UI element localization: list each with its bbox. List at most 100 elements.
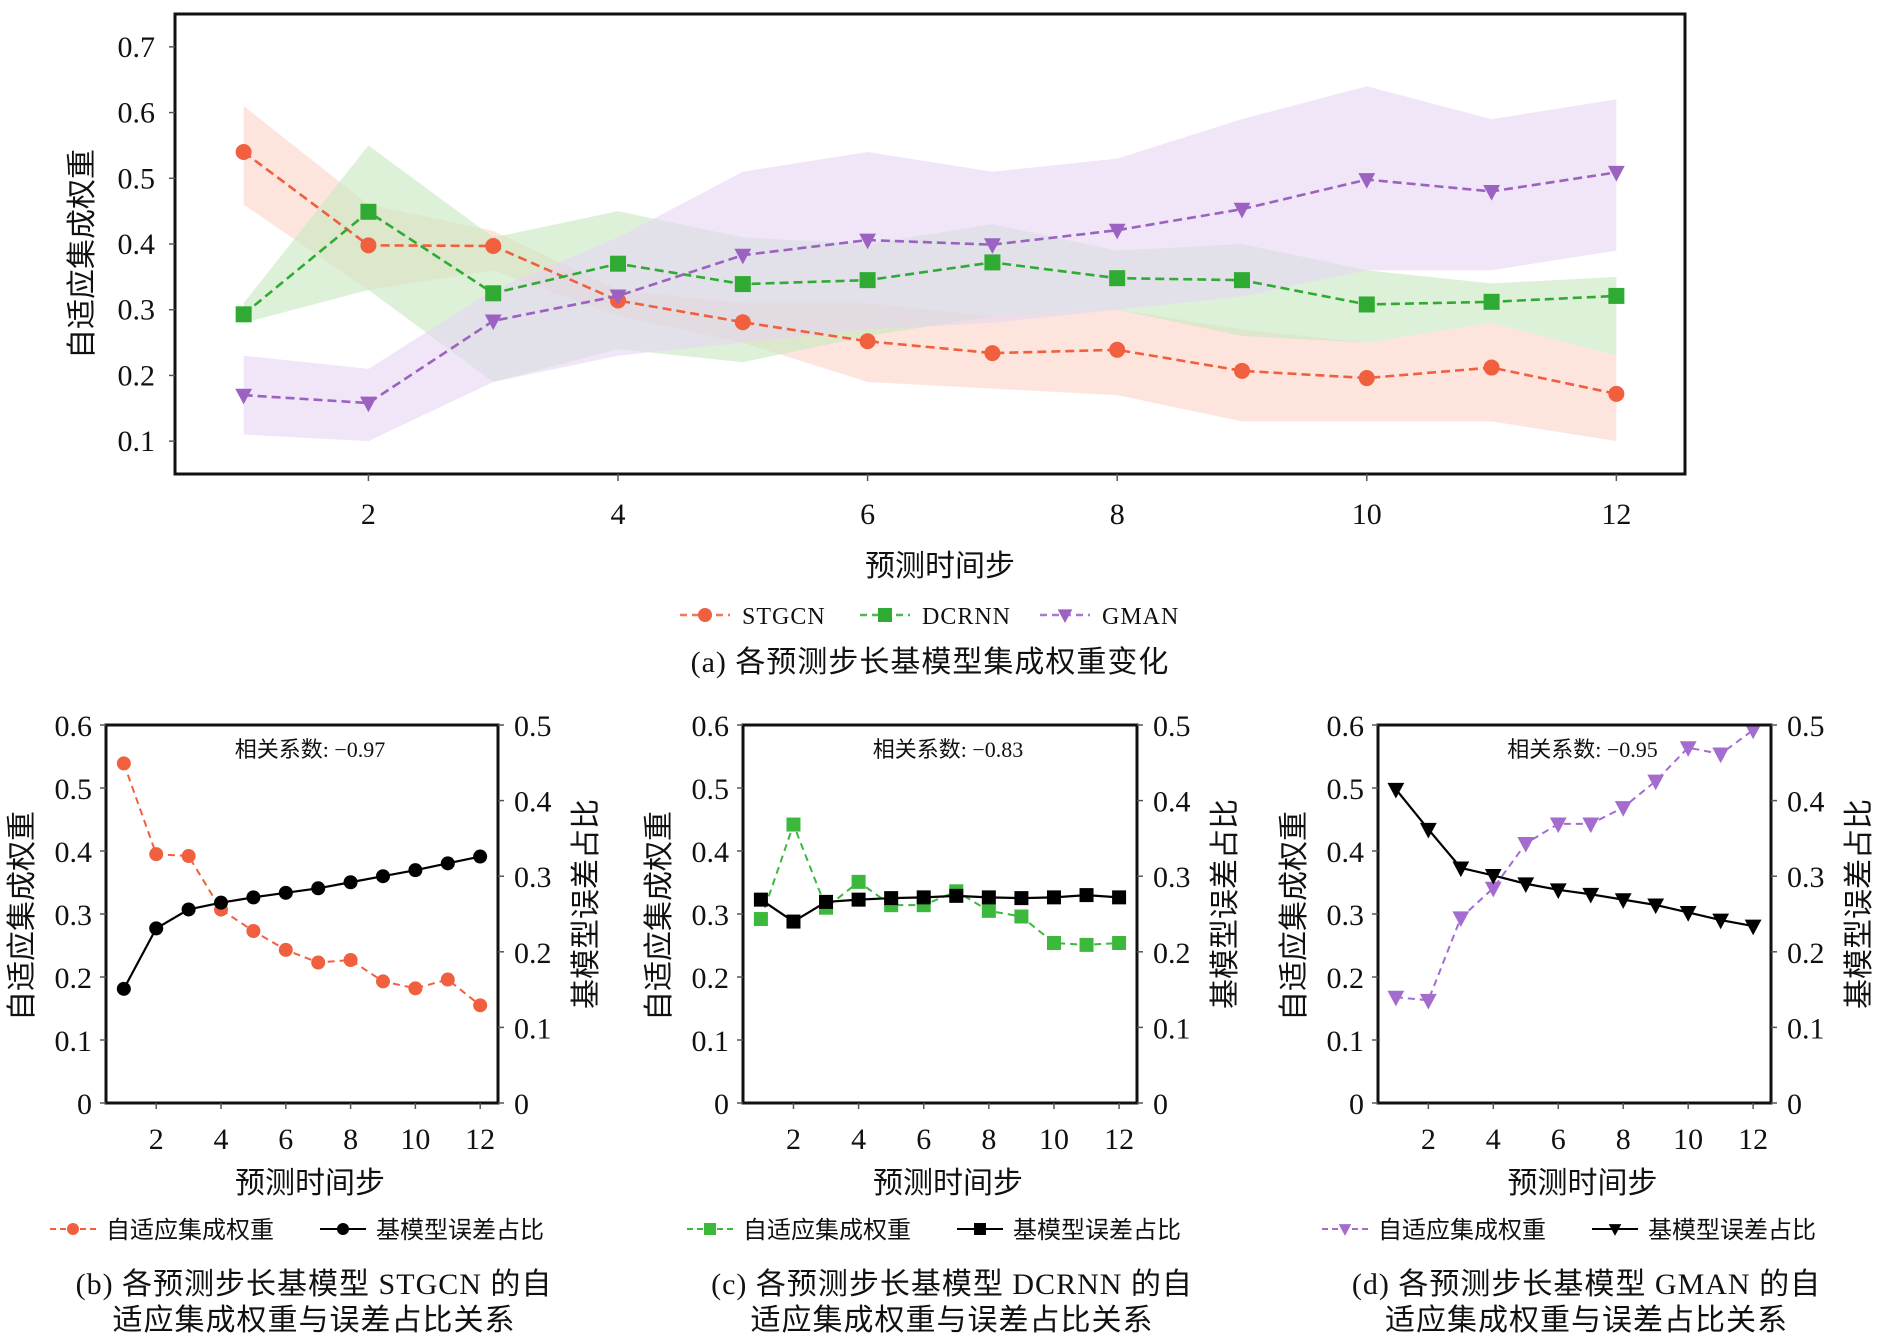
x-tick-label: 4: [214, 1123, 229, 1156]
legend-marker: [67, 1223, 79, 1235]
plot-frame: [104, 723, 500, 1105]
left-y-axis-title: 自适应集成权重: [1278, 811, 1311, 1021]
data-point-gman: [609, 289, 627, 306]
left-y-tick-label: 0.6: [55, 710, 93, 743]
data-point-error-ratio: [246, 890, 261, 905]
plot-frame: [1376, 723, 1773, 1105]
panel-c-chart: 0 0.1 0.2 0.3 0.4 0.5 0.6 0 0.1 0.2 0.3 0.4 0.5 2 4 6 8 1…: [643, 710, 1242, 1337]
legend-marker: [974, 1223, 986, 1235]
data-point-weight: [1549, 817, 1567, 834]
left-y-tick-label: 0: [77, 1088, 92, 1121]
y-tick-label: 0.2: [118, 359, 156, 392]
x-tick-label: 6: [916, 1123, 931, 1156]
data-point-gman: [484, 314, 502, 331]
x-tick-label: 8: [1110, 498, 1125, 531]
panel-d-chart: 0 0.1 0.2 0.3 0.4 0.5 0.6 0 0.1 0.2 0.3 0.4 0.5 2 4 6 8 1…: [1278, 710, 1876, 1337]
series-line-error-ratio: [1395, 788, 1754, 928]
right-y-tick-label: 0.5: [1787, 710, 1825, 743]
panel-caption-line: (d) 各预测步长基模型 GMAN 的自: [1352, 1268, 1821, 1301]
legend-label: 基模型误差占比: [1648, 1217, 1816, 1244]
data-point-error-ratio: [1014, 891, 1029, 906]
right-y-tick-label: 0.3: [1787, 861, 1825, 894]
left-y-tick-label: 0.1: [55, 1025, 93, 1058]
data-point-weight: [1712, 747, 1730, 764]
x-tick-label: 12: [465, 1123, 495, 1156]
data-point-gman: [1233, 202, 1251, 219]
x-tick-label: 12: [1738, 1123, 1768, 1156]
data-point-error-ratio: [786, 914, 801, 929]
right-y-axis-title: 基模型误差占比: [1843, 799, 1876, 1009]
x-axis-title: 预测时间步: [873, 1167, 1023, 1200]
left-y-tick-label: 0.4: [692, 836, 730, 869]
x-tick-label: 8: [1616, 1123, 1631, 1156]
data-point-weight: [116, 756, 131, 771]
data-point-error-ratio: [375, 869, 390, 884]
left-y-tick-label: 0.1: [1327, 1025, 1365, 1058]
data-point-weight: [1387, 990, 1405, 1007]
series-line-error-ratio: [122, 855, 481, 990]
data-point-weight: [1517, 837, 1535, 853]
series-line-weight: [122, 763, 481, 1007]
x-tick-label: 2: [786, 1123, 801, 1156]
series-line-gman: [243, 171, 1617, 405]
legend-label: STGCN: [742, 604, 826, 630]
x-tick-label: 8: [343, 1123, 358, 1156]
right-y-tick-label: 0.1: [514, 1012, 552, 1045]
data-point-error-ratio: [214, 895, 229, 910]
panel-caption-line: 适应集成权重与误差占比关系: [113, 1304, 516, 1337]
data-point-error-ratio: [1679, 906, 1697, 922]
data-point-gman: [734, 248, 752, 265]
data-point-weight: [981, 903, 996, 918]
right-y-tick-label: 0.5: [514, 710, 552, 743]
left-y-tick-label: 0.2: [1327, 962, 1365, 995]
series-line-weight: [1395, 729, 1754, 1002]
legend-marker: [1338, 1224, 1352, 1236]
data-point-weight: [1647, 774, 1665, 791]
data-point-error-ratio: [851, 892, 866, 907]
right-y-tick-label: 0: [1153, 1088, 1168, 1121]
right-y-tick-label: 0.1: [1153, 1012, 1191, 1045]
panel-caption-line: (c) 各预测步长基模型 DCRNN 的自: [711, 1268, 1193, 1301]
data-point-error-ratio: [1549, 883, 1567, 900]
data-point-gman: [1483, 184, 1500, 201]
right-y-tick-label: 0.5: [1153, 710, 1191, 743]
data-point-weight: [149, 847, 164, 862]
left-y-tick-label: 0.1: [692, 1025, 730, 1058]
panel-a-chart: 0.1 0.2 0.3 0.4 0.5 0.6 0.7 2 4 6 8 10 12 预测时间步 自适应集成权…: [66, 12, 1687, 679]
y-tick-label: 0.6: [118, 97, 156, 130]
x-tick-label: 4: [851, 1123, 866, 1156]
data-point-error-ratio: [181, 902, 196, 917]
data-point-error-ratio: [1647, 898, 1665, 915]
data-point-dcrnn: [1483, 293, 1500, 310]
data-point-gman: [360, 396, 377, 413]
data-point-dcrnn: [859, 272, 876, 289]
data-point-error-ratio: [1712, 913, 1730, 930]
left-y-tick-label: 0.3: [692, 899, 730, 932]
data-point-weight: [440, 972, 455, 987]
y-tick-label: 0.3: [118, 294, 156, 327]
data-point-dcrnn: [734, 276, 751, 293]
legend-label: 自适应集成权重: [1378, 1217, 1546, 1244]
data-point-dcrnn: [1109, 270, 1126, 287]
right-y-tick-label: 0.2: [1787, 937, 1825, 970]
data-point-weight: [1046, 935, 1061, 950]
data-point-weight: [1014, 909, 1029, 924]
right-y-tick-label: 0.4: [1787, 786, 1825, 819]
x-tick-label: 10: [1352, 498, 1382, 531]
x-tick-label: 2: [149, 1123, 164, 1156]
data-point-error-ratio: [311, 881, 326, 896]
legend-marker: [704, 1223, 716, 1235]
left-y-tick-label: 0.5: [692, 773, 730, 806]
legend-item-stgcn: STGCN: [680, 604, 826, 630]
left-y-tick-label: 0.6: [1327, 710, 1365, 743]
right-y-tick-label: 0.4: [1153, 786, 1191, 819]
series-line-dcrnn: [242, 210, 1617, 316]
right-y-tick-label: 0.2: [514, 937, 552, 970]
data-point-weight: [1452, 911, 1470, 927]
legend-label: 基模型误差占比: [1013, 1217, 1181, 1244]
x-tick-label: 12: [1601, 498, 1631, 531]
data-point-error-ratio: [1517, 877, 1535, 893]
data-point-error-ratio: [343, 875, 358, 890]
data-point-weight: [1419, 993, 1437, 1010]
data-point-weight: [1614, 801, 1632, 817]
